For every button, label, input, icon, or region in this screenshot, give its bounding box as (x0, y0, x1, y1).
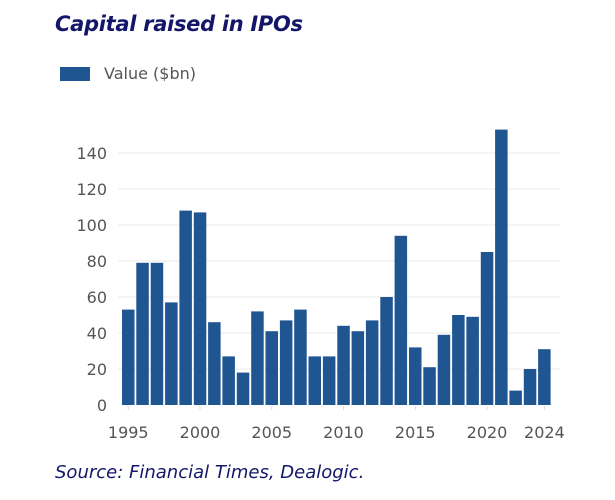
y-tick-label: 60 (87, 288, 107, 307)
bar-2013 (380, 297, 393, 405)
bar-2024 (538, 349, 551, 405)
x-tick-label: 2024 (524, 423, 565, 442)
bar-2015 (409, 347, 422, 405)
x-tick-label: 2000 (180, 423, 221, 442)
chart-title: Capital raised in IPOs (55, 12, 303, 36)
bar-2012 (365, 320, 379, 405)
bar-2008 (308, 356, 321, 405)
bar-2004 (251, 311, 264, 405)
x-tick-label: 2015 (395, 423, 436, 442)
bar-2016 (423, 367, 436, 405)
bar-1996 (136, 262, 149, 405)
bar-2019 (466, 316, 479, 405)
bar-2018 (452, 315, 465, 405)
x-tick-label: 2010 (323, 423, 364, 442)
bar-2020 (480, 252, 494, 405)
x-tick-label: 2005 (251, 423, 292, 442)
bar-2000 (193, 212, 207, 405)
bar-1995 (122, 309, 135, 405)
y-tick-label: 20 (87, 360, 107, 379)
bar-1997 (150, 262, 164, 405)
y-axis-ticks: 0 20 40 60 80 100 120 140 (76, 144, 107, 415)
source-note: Source: Financial Times, Dealogic. (55, 462, 365, 483)
legend-swatch (60, 66, 90, 81)
bar-2002 (222, 356, 235, 405)
bar-2011 (351, 331, 365, 405)
bar-2021 (495, 129, 508, 405)
y-tick-label: 120 (76, 180, 107, 199)
x-tick-label: 2020 (467, 423, 508, 442)
y-tick-label: 140 (76, 144, 107, 163)
bar-2017 (437, 334, 451, 405)
bar-2023 (523, 369, 537, 405)
bar-2001 (208, 322, 221, 405)
y-tick-label: 40 (87, 324, 107, 343)
bar-2003 (236, 372, 250, 405)
y-tick-label: 80 (87, 252, 107, 271)
y-tick-label: 100 (76, 216, 107, 235)
bar-2005 (265, 331, 278, 405)
bar-2010 (337, 325, 350, 405)
bar-2007 (294, 309, 307, 405)
bar-2006 (279, 320, 293, 405)
bar-1999 (179, 210, 192, 405)
y-tick-label: 0 (97, 396, 107, 415)
bars (122, 129, 551, 405)
legend: Value ($bn) (60, 64, 196, 83)
legend-label: Value ($bn) (104, 64, 196, 83)
x-tick-label: 1995 (108, 423, 149, 442)
bar-2014 (394, 235, 408, 405)
x-axis-ticks: 1995 2000 2005 2010 2015 2020 2024 (108, 406, 565, 442)
bar-2022 (509, 390, 522, 405)
bar-2009 (322, 356, 336, 405)
bar-1998 (165, 302, 178, 405)
